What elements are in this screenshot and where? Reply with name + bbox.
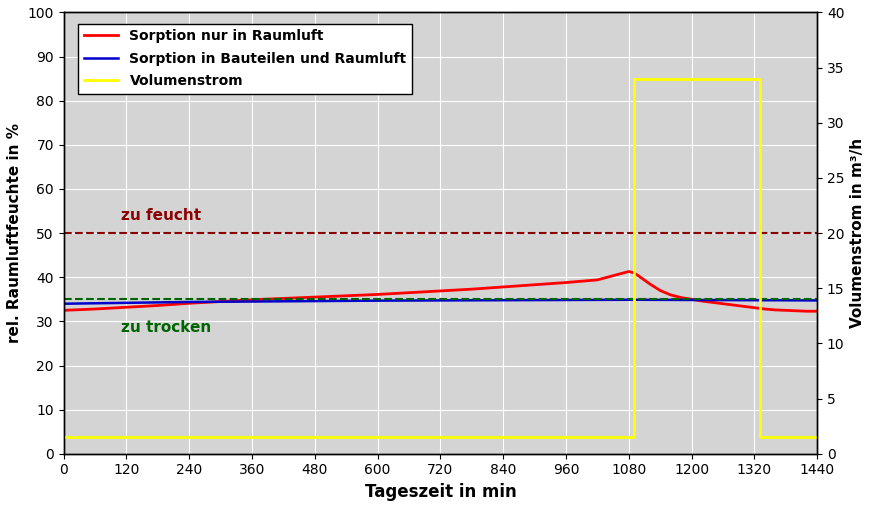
- Legend: Sorption nur in Raumluft, Sorption in Bauteilen und Raumluft, Volumenstrom: Sorption nur in Raumluft, Sorption in Ba…: [78, 24, 412, 93]
- Text: zu feucht: zu feucht: [121, 208, 201, 223]
- Text: zu trocken: zu trocken: [121, 321, 211, 335]
- X-axis label: Tageszeit in min: Tageszeit in min: [364, 483, 516, 501]
- Y-axis label: Volumenstrom in m³/h: Volumenstrom in m³/h: [850, 138, 865, 328]
- Y-axis label: rel. Raumluftfeuchte in %: rel. Raumluftfeuchte in %: [7, 123, 22, 343]
